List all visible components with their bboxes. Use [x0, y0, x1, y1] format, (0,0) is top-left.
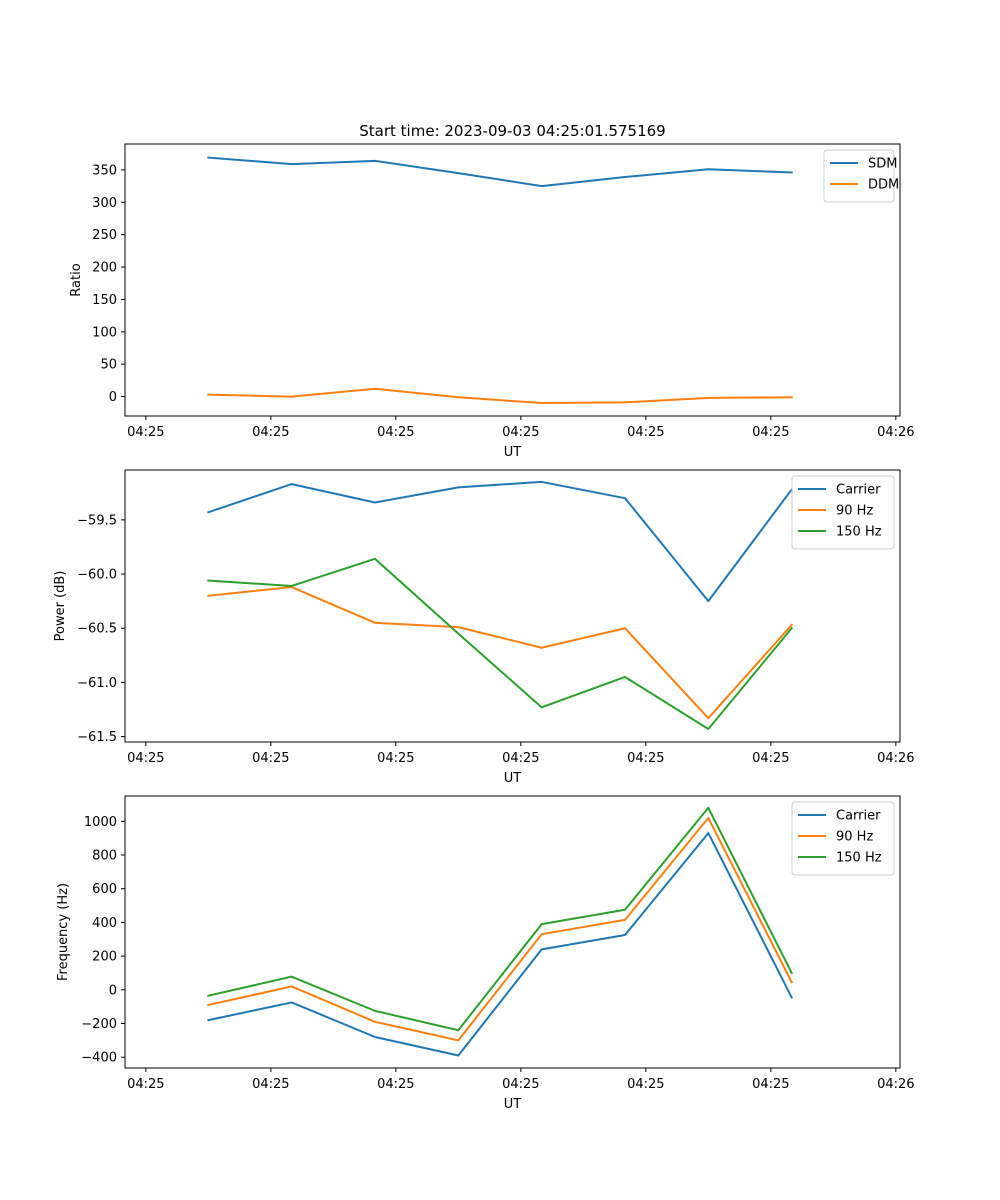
frequency-y-tick-label: −200 — [81, 1017, 117, 1032]
ratio-x-tick-label: 04:25 — [752, 425, 789, 440]
power-x-tick-label: 04:25 — [502, 751, 539, 766]
power-x-axis-label: UT — [504, 771, 522, 786]
power-y-tick-label: −61.0 — [77, 676, 117, 691]
frequency-axes-frame — [124, 795, 901, 1069]
power-legend-label-2: 150 Hz — [836, 525, 882, 540]
frequency-y-tick-label: 800 — [92, 848, 117, 863]
frequency-x-tick-label: 04:25 — [377, 1077, 414, 1092]
frequency-legend: Carrier 90 Hz 150 Hz — [791, 801, 895, 876]
ratio-x-tick-label: 04:25 — [377, 425, 414, 440]
ratio-x-tick-label: 04:25 — [627, 425, 664, 440]
frequency-y-tick-label: −400 — [81, 1051, 117, 1066]
frequency-y-tick-label: 200 — [92, 950, 117, 965]
ratio-legend-label-1: DDM — [868, 178, 899, 193]
ratio-x-tick-label: 04:25 — [502, 425, 539, 440]
power-y-tick-label: −61.5 — [77, 730, 117, 745]
power-legend-label-0: Carrier — [836, 483, 881, 498]
power-y-tick-label: −59.5 — [77, 513, 117, 528]
ratio-y-tick-label: 0 — [109, 390, 117, 405]
frequency-y-tick-label: 0 — [109, 983, 117, 998]
frequency-y-tick-label: 600 — [92, 882, 117, 897]
ratio-series-group — [207, 156, 793, 405]
panel-ratio-marks: 04:25 04:25 04:25 04:25 04:25 04:25 04:26 0 50 10… — [92, 143, 915, 440]
ratio-x-tick-label: 04:26 — [877, 425, 914, 440]
frequency-y-tick-label: 400 — [92, 916, 117, 931]
panel-frequency: 04:25 04:25 04:25 04:25 04:25 04:25 04:26 −400 −… — [56, 795, 915, 1112]
frequency-x-tick-label: 04:25 — [502, 1077, 539, 1092]
ratio-y-tick-label: 100 — [92, 325, 117, 340]
frequency-y-axis-label: Frequency (Hz) — [56, 883, 71, 981]
power-x-tick-label: 04:25 — [127, 751, 164, 766]
frequency-x-tick-label: 04:25 — [252, 1077, 289, 1092]
ratio-y-tick-label: 250 — [92, 228, 117, 243]
frequency-x-tick-label: 04:25 — [752, 1077, 789, 1092]
ratio-y-tick-label: 50 — [100, 358, 117, 373]
panel-power-marks: 04:25 04:25 04:25 04:25 04:25 04:25 04:26 −61.5… — [77, 469, 915, 766]
power-x-tick-label: 04:25 — [252, 751, 289, 766]
panel-frequency-marks: 04:25 04:25 04:25 04:25 04:25 04:25 04:26 −400 −… — [81, 795, 915, 1092]
frequency-series-line-1 — [207, 816, 794, 1042]
power-x-tick-label: 04:25 — [377, 751, 414, 766]
frequency-series-line-0 — [207, 832, 794, 1057]
ratio-x-tick-label: 04:25 — [127, 425, 164, 440]
power-series-line-2 — [207, 557, 794, 730]
power-x-tick-label: 04:25 — [627, 751, 664, 766]
power-x-tick-label: 04:26 — [877, 751, 914, 766]
frequency-legend-label-2: 150 Hz — [836, 851, 882, 866]
frequency-x-tick-label: 04:26 — [877, 1077, 914, 1092]
ratio-y-axis-label: Ratio — [69, 263, 84, 296]
panel-ratio: 04:25 04:25 04:25 04:25 04:25 04:25 04:26 0 50 10… — [69, 143, 915, 460]
ratio-y-tick-label: 200 — [92, 261, 117, 276]
power-series-group — [207, 480, 794, 730]
frequency-legend-label-0: Carrier — [836, 809, 881, 824]
power-x-tick-label: 04:25 — [752, 751, 789, 766]
ratio-y-tick-label: 150 — [92, 293, 117, 308]
frequency-y-tick-label: 1000 — [84, 815, 117, 830]
ratio-series-line-0 — [207, 156, 793, 188]
frequency-legend-label-1: 90 Hz — [836, 830, 873, 845]
power-series-line-0 — [207, 480, 794, 603]
power-series-line-1 — [207, 586, 794, 720]
power-y-tick-label: −60.5 — [77, 622, 117, 637]
ratio-legend-label-0: SDM — [868, 157, 897, 172]
frequency-x-tick-label: 04:25 — [127, 1077, 164, 1092]
frequency-x-axis-label: UT — [504, 1097, 522, 1112]
figure-title: Start time: 2023-09-03 04:25:01.575169 — [359, 122, 665, 140]
frequency-series-group — [207, 806, 794, 1057]
frequency-x-tick-label: 04:25 — [627, 1077, 664, 1092]
ratio-x-tick-label: 04:25 — [252, 425, 289, 440]
ratio-x-axis-label: UT — [504, 445, 522, 460]
ratio-legend: SDM DDM — [823, 149, 899, 203]
power-legend: Carrier 90 Hz 150 Hz — [791, 475, 895, 550]
ratio-series-line-1 — [207, 387, 793, 405]
ratio-axes-frame — [124, 143, 901, 417]
ratio-y-tick-label: 350 — [92, 163, 117, 178]
power-y-tick-label: −60.0 — [77, 568, 117, 583]
power-y-axis-label: Power (dB) — [53, 571, 68, 642]
frequency-series-line-2 — [207, 806, 794, 1032]
power-legend-label-1: 90 Hz — [836, 504, 873, 519]
power-axes-frame — [124, 469, 901, 743]
ratio-y-tick-label: 300 — [92, 196, 117, 211]
panel-power: 04:25 04:25 04:25 04:25 04:25 04:25 04:26 −61.5… — [53, 469, 915, 786]
